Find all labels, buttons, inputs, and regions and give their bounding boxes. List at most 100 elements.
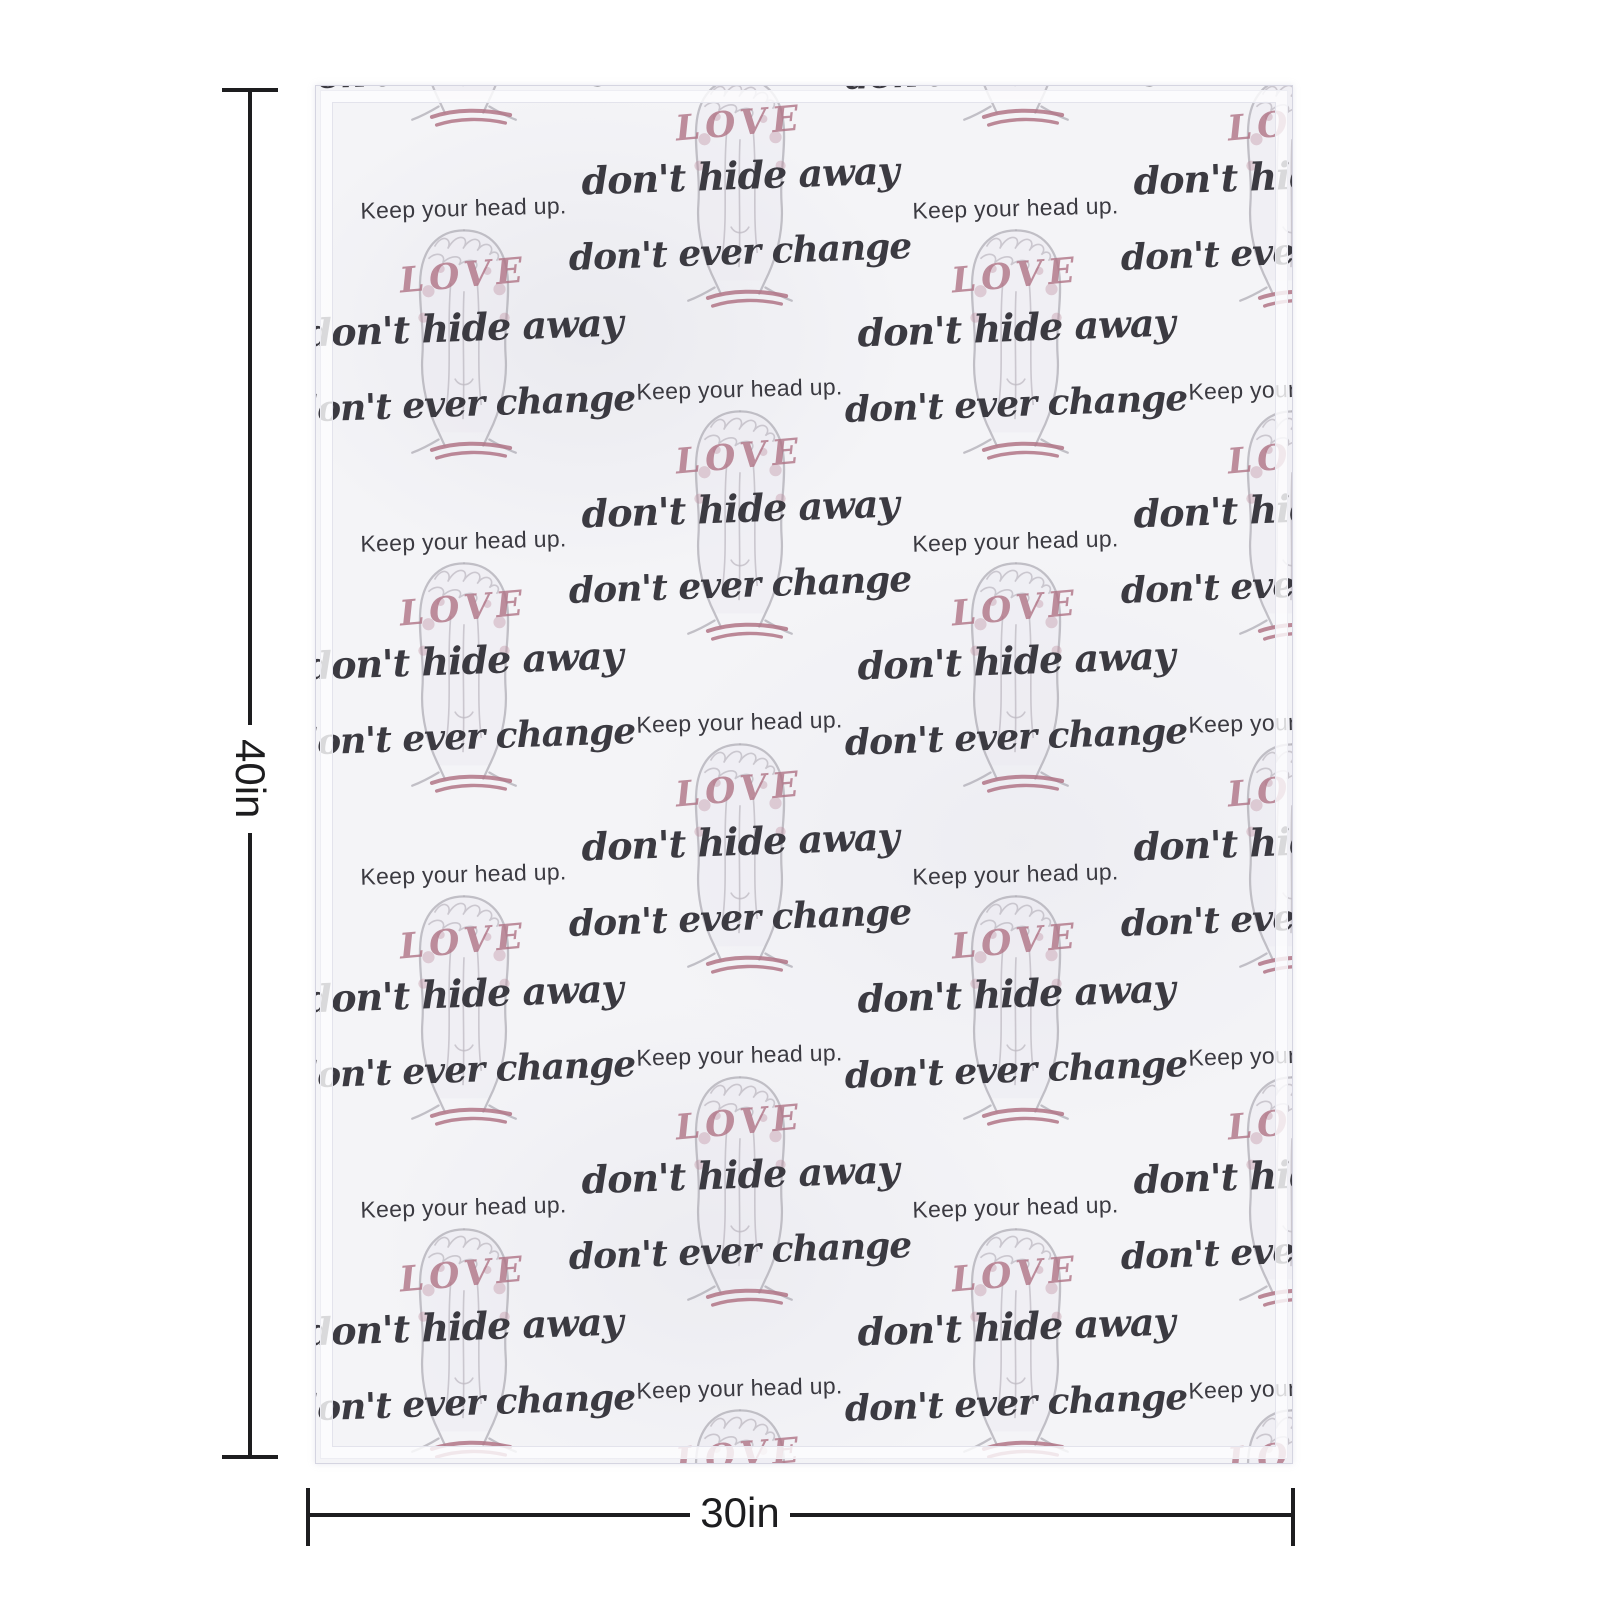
pattern-text-dont-ever-change: don't ever change xyxy=(843,710,1188,764)
pattern-text-dont-ever-change: don't ever change xyxy=(315,1043,636,1097)
pink-double-underline-flourish xyxy=(705,289,789,308)
pattern-motif: Keep your head up. LOVE don't hide away … xyxy=(1120,1039,1292,1310)
girl-sketch-illustration xyxy=(963,562,1069,787)
pattern-motif: Keep your head up. LOVE don't hide away … xyxy=(1120,373,1293,644)
pink-double-underline-flourish xyxy=(981,441,1065,460)
pattern-text-dont-hide-away: don't hide away xyxy=(856,1298,1175,1355)
pattern-text-dont-hide-away: don't hide away xyxy=(315,299,623,356)
height-dimension-bottom-tick xyxy=(222,1455,278,1459)
pattern-text-dont-ever-change: don't ever change xyxy=(567,891,912,945)
pattern-text-dont-hide-away: don't hide away xyxy=(856,632,1175,689)
pattern-motif: Keep your head up. LOVE don't hide away … xyxy=(316,858,635,1129)
pink-double-underline-flourish xyxy=(1257,956,1292,974)
pattern-motif: Keep your head up. LOVE don't hide away … xyxy=(612,1372,867,1463)
pattern-text-dont-ever-change: don't ever change xyxy=(567,558,912,612)
girl-sketch-illustration xyxy=(963,229,1069,454)
girl-sketch-illustration xyxy=(411,1228,517,1453)
pattern-motif: Keep your head up. LOVE don't hide away … xyxy=(844,525,1187,796)
pink-double-underline-flourish xyxy=(981,774,1065,793)
pattern-text-dont-hide-away: don't hide away xyxy=(315,632,623,689)
girl-sketch-illustration xyxy=(963,1228,1069,1453)
pattern-motif: Keep your head up. LOVE don't hide away … xyxy=(1120,86,1292,311)
girl-sketch-illustration xyxy=(411,229,517,454)
pattern-text-keep-your-head-up: Keep your head up. xyxy=(1188,1372,1293,1404)
pattern-motif: Keep your head up. LOVE don't hide away … xyxy=(568,86,911,311)
pattern-motif: Keep your head up. LOVE don't hide away … xyxy=(568,373,911,644)
girl-sketch-illustration xyxy=(687,410,793,635)
pattern-text-dont-ever-change: don't ever change xyxy=(1119,558,1293,612)
height-dimension-line-lower xyxy=(248,833,252,1457)
pattern-text-dont-hide-away: don't hide away xyxy=(1132,147,1293,204)
pattern-text-dont-ever-change: don't ever change xyxy=(567,225,912,279)
width-dimension-line-right xyxy=(790,1513,1295,1517)
pattern-text-keep-your-head-up: Keep your head up. xyxy=(360,525,567,557)
pattern-text-dont-hide-away: don't hide away xyxy=(315,1298,623,1355)
pattern-text-dont-ever-change: don't ever change xyxy=(1119,1224,1293,1278)
pattern-text-keep-your-head-up: Keep your head up. xyxy=(1188,706,1293,738)
pattern-text-keep-your-head-up: Keep your head up. xyxy=(912,1191,1119,1223)
height-dimension-line-upper xyxy=(248,88,252,725)
pink-double-underline-flourish xyxy=(981,1107,1065,1126)
pink-double-underline-flourish xyxy=(705,955,789,974)
pink-double-underline-flourish xyxy=(1257,1289,1292,1307)
pattern-text-keep-your-head-up: Keep your head up. xyxy=(636,1372,843,1404)
pink-double-underline-flourish xyxy=(981,108,1065,127)
width-dimension-right-tick xyxy=(1291,1488,1295,1546)
pink-double-underline-flourish xyxy=(429,774,513,793)
pattern-text-keep-your-head-up: Keep your head up. xyxy=(636,373,843,405)
girl-sketch-illustration xyxy=(963,895,1069,1120)
pattern-motif: Keep your head up. LOVE don't hide away … xyxy=(844,192,1187,463)
girl-sketch-illustration xyxy=(687,1076,793,1301)
pattern-motif: Keep your head up. LOVE don't hide away … xyxy=(316,1191,635,1462)
pattern-motif: Keep your head up. LOVE don't hide away … xyxy=(568,1039,911,1310)
pattern-text-dont-hide-away: don't hide away xyxy=(580,813,899,870)
pattern-text-dont-ever-change: don't ever change xyxy=(1119,225,1293,279)
pattern-motif: Keep your head up. LOVE don't hide away … xyxy=(844,86,1187,130)
pattern-text-dont-ever-change: don't ever change xyxy=(315,377,636,431)
pattern-text-keep-your-head-up: Keep your head up. xyxy=(912,858,1119,890)
pink-double-underline-flourish xyxy=(429,1107,513,1126)
pattern-text-dont-hide-away: don't hide away xyxy=(580,147,899,204)
pink-double-underline-flourish xyxy=(429,108,513,127)
pattern-motif: Keep your head up. LOVE don't hide away … xyxy=(316,192,635,463)
pattern-text-dont-hide-away: don't hide away xyxy=(856,299,1175,356)
pattern-text-dont-ever-change: don't ever change xyxy=(315,1376,636,1430)
pink-double-underline-flourish xyxy=(1257,623,1292,641)
girl-sketch-illustration xyxy=(411,562,517,787)
pink-double-underline-flourish xyxy=(429,441,513,460)
pattern-text-dont-hide-away: don't hide away xyxy=(856,965,1175,1022)
pattern-motif: Keep your head up. LOVE don't hide away … xyxy=(844,1191,1187,1462)
pattern-text-dont-ever-change: don't ever change xyxy=(843,1376,1188,1430)
pink-double-underline-flourish xyxy=(705,1288,789,1307)
pattern-text-dont-ever-change: don't ever change xyxy=(1119,891,1293,945)
pink-double-underline-flourish xyxy=(981,1440,1065,1459)
blanket-pattern-area: Keep your head up. LOVE don't hide away … xyxy=(316,86,1292,1463)
width-dimension-left-tick xyxy=(306,1488,310,1546)
pattern-text-keep-your-head-up: Keep your head up. xyxy=(636,706,843,738)
pink-double-underline-flourish xyxy=(1257,290,1292,308)
pattern-motif: Keep your head up. LOVE don't hide away … xyxy=(568,706,911,977)
pattern-text-dont-hide-away: don't hide away xyxy=(1132,480,1293,537)
pattern-text-keep-your-head-up: Keep your head up. xyxy=(636,1039,843,1071)
pattern-text-dont-hide-away: don't hide away xyxy=(1132,1146,1293,1203)
width-dimension-label: 30in xyxy=(700,1489,780,1536)
blanket-product: Keep your head up. LOVE don't hide away … xyxy=(315,85,1293,1464)
width-dimension-line-left xyxy=(306,1513,690,1517)
pattern-motif: Keep your head up. LOVE don't hide away … xyxy=(316,525,635,796)
girl-sketch-illustration xyxy=(411,895,517,1120)
pattern-text-dont-ever-change: don't ever change xyxy=(843,1043,1188,1097)
pattern-motif: Keep your head up. LOVE don't hide away … xyxy=(1120,706,1293,977)
pattern-text-keep-your-head-up: Keep your head up. xyxy=(912,525,1119,557)
girl-sketch-illustration xyxy=(687,743,793,968)
pattern-text-dont-hide-away: don't hide away xyxy=(1132,813,1293,870)
pattern-text-dont-ever-change: don't ever change xyxy=(567,1224,912,1278)
pattern-text-keep-your-head-up: Keep your head up. xyxy=(1188,373,1293,405)
height-dimension-label: 40in xyxy=(227,739,274,819)
pattern-text-dont-ever-change: don't ever change xyxy=(315,710,636,764)
pattern-text-keep-your-head-up: Keep your head up. xyxy=(912,192,1119,224)
pattern-text-keep-your-head-up: Keep your head up. xyxy=(360,1191,567,1223)
pattern-text-keep-your-head-up: Keep your head up. xyxy=(360,858,567,890)
pattern-text-dont-ever-change: don't ever change xyxy=(843,377,1188,431)
pattern-motif: Keep your head up. LOVE don't hide away … xyxy=(1164,1372,1293,1463)
